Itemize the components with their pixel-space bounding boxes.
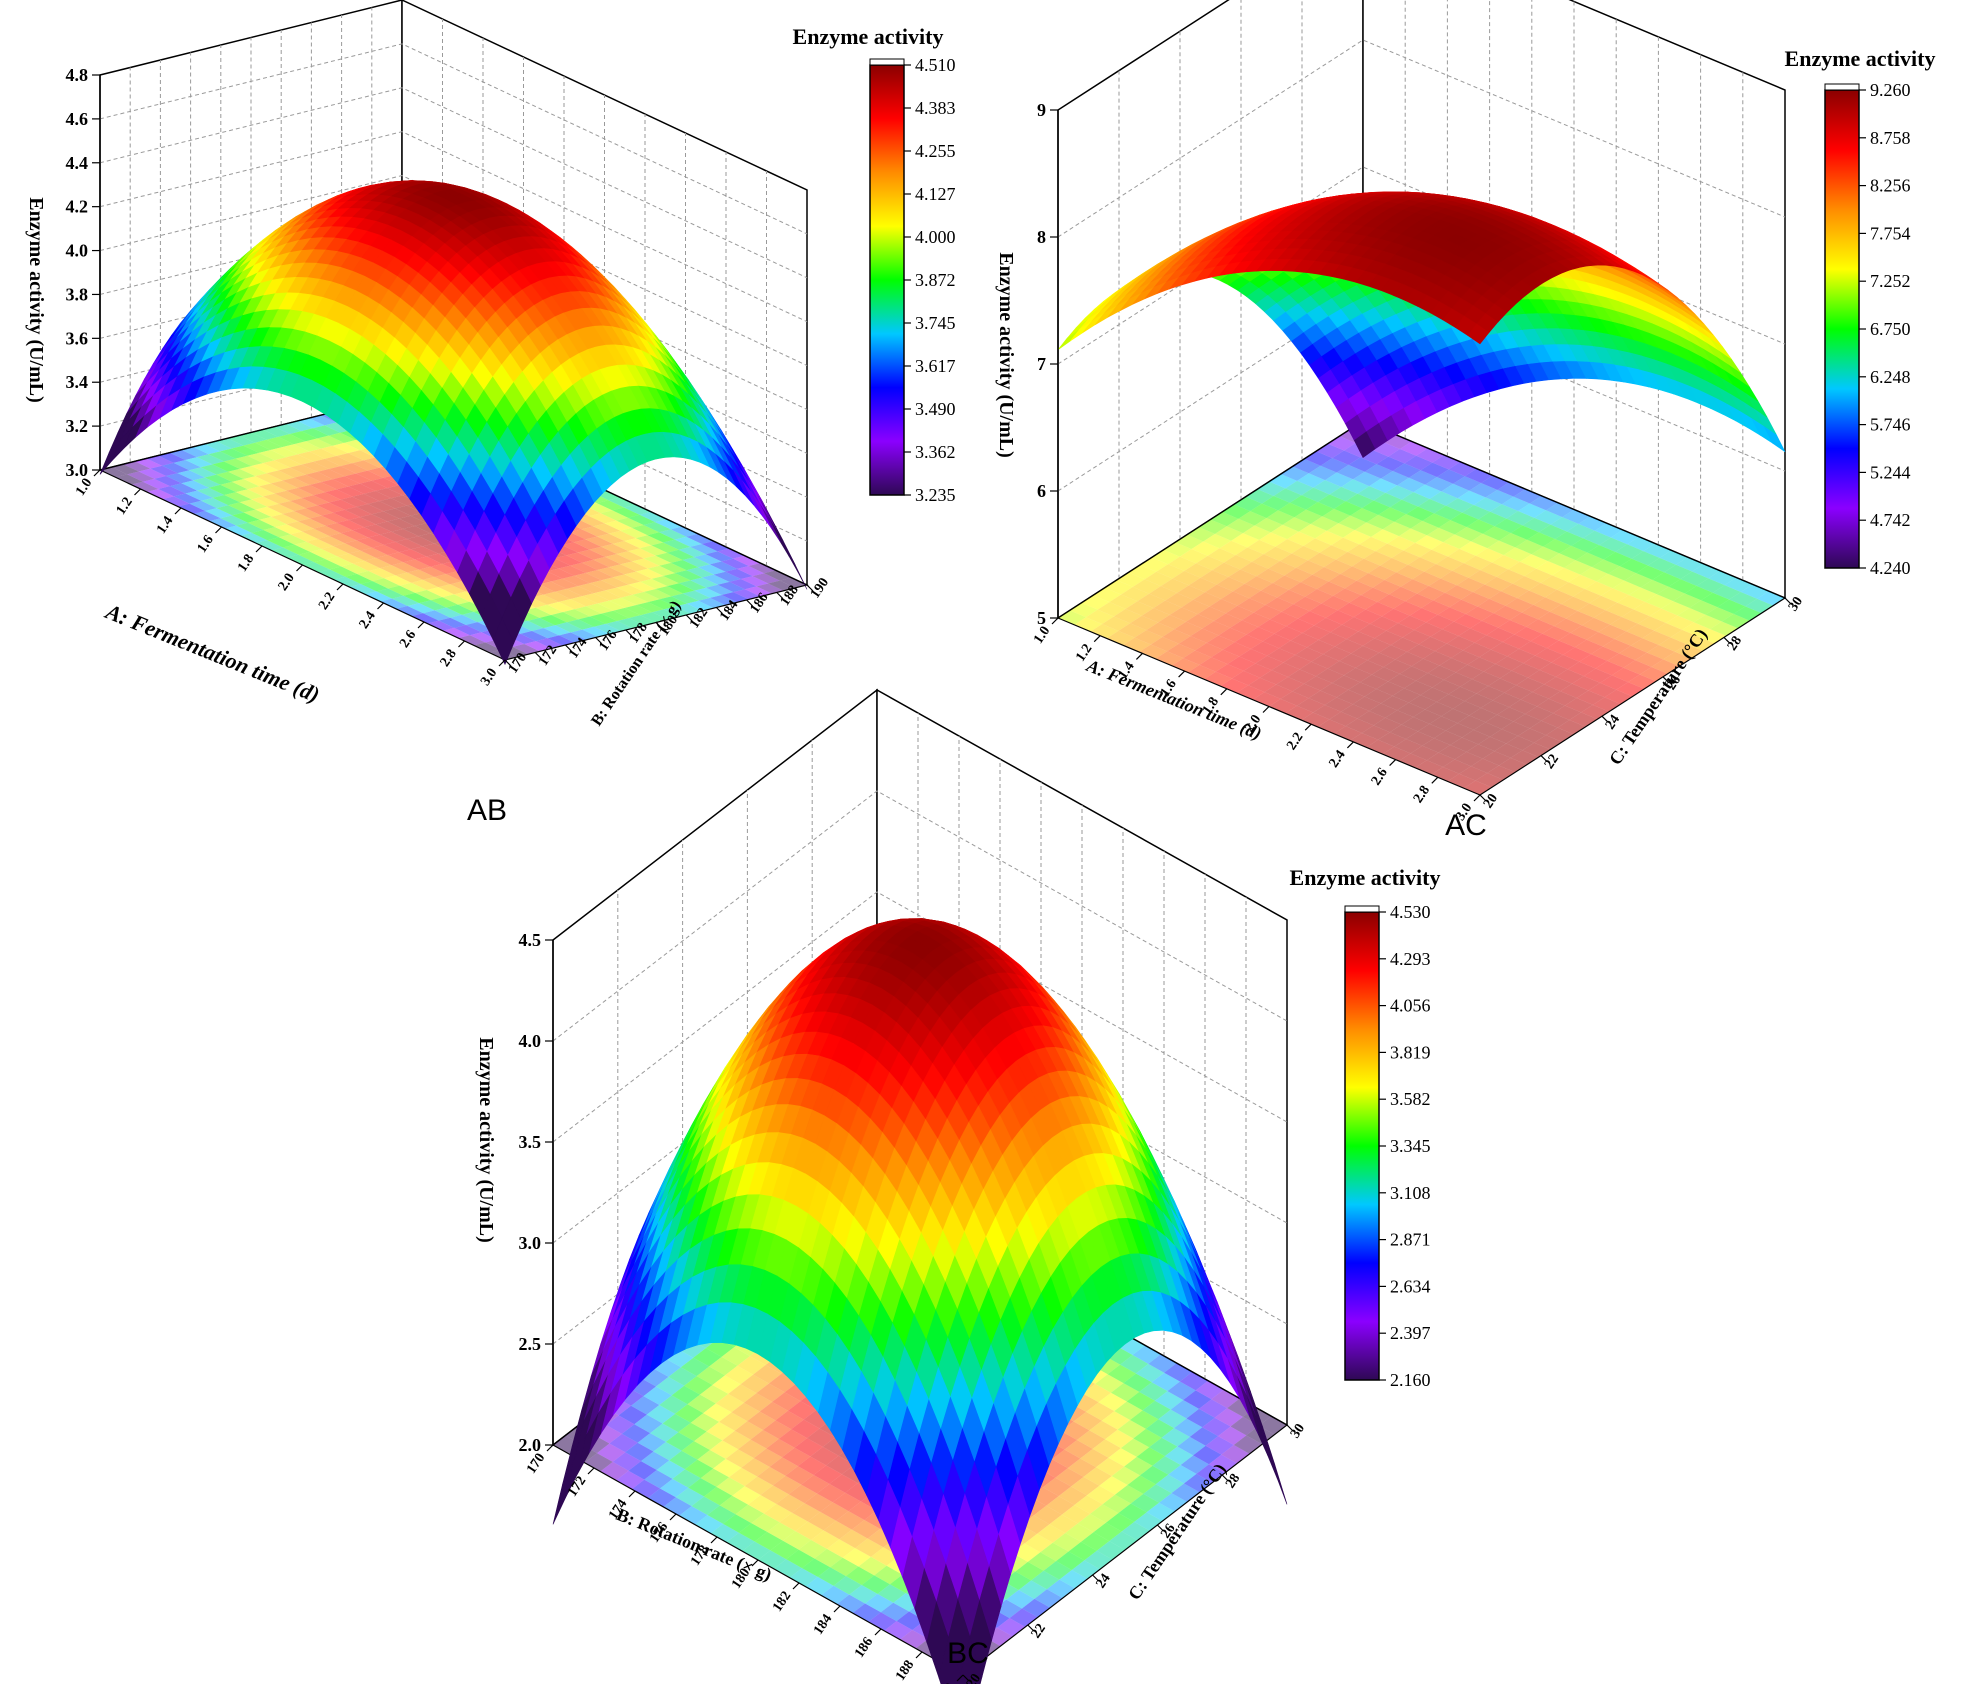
colorbar-tick-label: 8.758 — [1870, 128, 1911, 148]
x-tick-label: 2.4 — [357, 609, 379, 632]
x-tick-label: 1.0 — [1031, 624, 1053, 647]
colorbar-tick-label: 5.746 — [1870, 415, 1911, 435]
x-tick — [175, 508, 181, 514]
x-tick — [1474, 795, 1480, 801]
x-tick — [337, 584, 343, 590]
panel-bc: 2.02.53.03.54.04.51701721741761781801821… — [475, 690, 1440, 1684]
colorbar-tick-label: 6.248 — [1870, 367, 1911, 387]
x-tick — [1052, 618, 1058, 624]
y-tick-label: 30 — [1786, 594, 1806, 614]
z-tick-label: 3.6 — [66, 328, 89, 348]
x-tick — [418, 622, 424, 628]
colorbar-tick-label: 4.127 — [915, 184, 956, 204]
x-tick — [1136, 653, 1142, 659]
x-tick-label: 2.8 — [1411, 783, 1433, 806]
colorbar-cap — [870, 59, 904, 65]
x-tick — [459, 641, 465, 647]
colorbar-tick-label: 4.742 — [1870, 510, 1911, 530]
x-tick — [94, 470, 100, 476]
x-tick-label: 1.4 — [154, 514, 176, 537]
x-tick — [1305, 724, 1311, 730]
x-tick — [1094, 636, 1100, 642]
y-tick-label: 28 — [1725, 634, 1745, 654]
colorbar-tick-label: 3.362 — [915, 442, 956, 462]
x-tick-label: 2.2 — [316, 590, 338, 613]
colorbar-tick-label: 7.252 — [1870, 271, 1911, 291]
z-tick-label: 3.8 — [66, 284, 89, 304]
panel-ab: 3.03.23.43.63.84.04.24.44.64.81.01.21.41… — [25, 0, 956, 827]
z-tick-label: 8 — [1037, 227, 1046, 247]
x-tick-label: 2.4 — [1326, 748, 1348, 771]
y-tick-label: 22 — [1542, 752, 1562, 772]
x-tick-label: 2.2 — [1284, 730, 1306, 753]
y-tick-label: 24 — [1603, 712, 1623, 732]
colorbar-tick-label: 8.256 — [1870, 176, 1911, 196]
z-tick-label: 4.4 — [66, 153, 89, 173]
colorbar-tick-label: 6.750 — [1870, 319, 1911, 339]
x-tick-label: 1.6 — [195, 533, 217, 556]
x-tick-label: 2.6 — [1369, 765, 1391, 788]
colorbar-tick-label: 5.244 — [1870, 462, 1911, 482]
panel-label: AC — [1445, 809, 1487, 842]
colorbar-tick-label: 4.255 — [915, 141, 956, 161]
z-tick-label: 4.0 — [66, 241, 89, 261]
colorbar-tick-label: 3.490 — [915, 399, 956, 419]
x-tick — [1263, 707, 1269, 713]
z-tick-label: 4.6 — [66, 109, 89, 129]
colorbar-title: Enzyme activity — [793, 24, 944, 49]
x-tick — [135, 489, 141, 495]
colorbar-tick-label: 4.000 — [915, 227, 956, 247]
x-tick-label: 2.0 — [276, 571, 298, 594]
panel-label: AB — [467, 794, 507, 827]
z-tick-label: 6 — [1037, 481, 1046, 501]
colorbar-gradient — [870, 65, 904, 495]
x-tick — [1347, 742, 1353, 748]
y-tick-label: 190 — [808, 575, 832, 601]
z-tick-label: 3.4 — [66, 372, 89, 392]
x-tick — [1432, 777, 1438, 783]
x-tick-label: 2.6 — [397, 628, 419, 651]
z-tick-label: 7 — [1037, 354, 1046, 374]
x-tick-label: 1.2 — [114, 495, 136, 518]
colorbar-tick-label: 9.260 — [1870, 80, 1911, 100]
x-tick-label: 1.8 — [235, 552, 257, 575]
colorbar-ab: 4.510 4.383 4.255 4.127 4.000 3.872 3.745 3.617… — [870, 55, 956, 505]
z-tick-label: 3.0 — [66, 460, 89, 480]
x-tick — [297, 565, 303, 571]
x-tick — [1179, 671, 1185, 677]
colorbar-title: Enzyme activity — [1785, 46, 1936, 71]
x-tick — [1390, 760, 1396, 766]
colorbar-tick-label: 4.510 — [915, 55, 956, 75]
x-tick — [216, 527, 222, 533]
x-axis-label: A: Fermentation time (d) — [101, 598, 324, 707]
colorbar-tick-label: 4.383 — [915, 98, 956, 118]
colorbar-gradient — [1825, 90, 1859, 568]
colorbar-tick-label: 3.872 — [915, 270, 956, 290]
x-tick — [1221, 689, 1227, 695]
colorbar-ac: 9.260 8.758 8.256 7.754 7.252 6.750 6.248 5.746… — [1825, 80, 1911, 578]
z-axis-label: Enzyme activity (U/mL) — [25, 197, 47, 403]
x-tick — [256, 546, 262, 552]
colorbar-tick-label: 3.745 — [915, 313, 956, 333]
z-tick-label: 4.2 — [66, 197, 89, 217]
x-tick-label: 2.8 — [438, 647, 460, 670]
colorbar-tick-label: 7.754 — [1870, 223, 1911, 243]
z-tick-label: 3.2 — [66, 416, 89, 436]
z-tick-label: 9 — [1037, 100, 1046, 120]
colorbar-tick-label: 4.240 — [1870, 558, 1911, 578]
colorbar-tick-label: 3.617 — [915, 356, 956, 376]
x-tick — [378, 603, 384, 609]
x-tick-label: 3.0 — [478, 666, 500, 689]
colorbar-tick-label: 3.235 — [915, 485, 956, 505]
z-axis-label: Enzyme activity (U/mL) — [995, 252, 1017, 458]
colorbar-cap — [1825, 84, 1859, 90]
z-tick-label: 4.8 — [66, 65, 89, 85]
